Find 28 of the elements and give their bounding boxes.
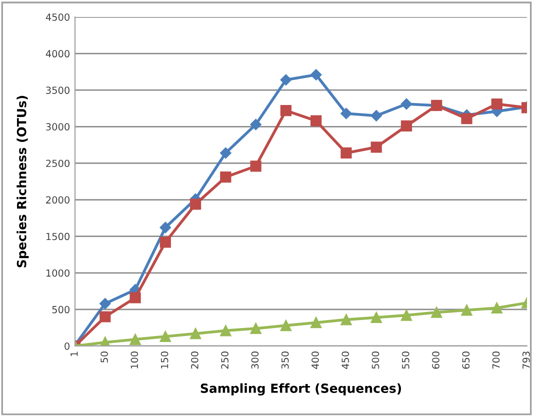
y-tick-label: 4000 xyxy=(46,50,70,58)
x-tick-label: 400 xyxy=(312,352,319,369)
x-tick-label: 1 xyxy=(70,352,78,356)
x-tick-label: 650 xyxy=(462,352,470,369)
y-tick-label: 1000 xyxy=(46,269,70,277)
y-tick-label: 2000 xyxy=(46,196,70,204)
x-tick-label: 250 xyxy=(221,352,228,369)
x-tick-label: 600 xyxy=(432,352,440,369)
x-axis-title: Sampling Effort (Sequences) xyxy=(200,383,401,396)
y-tick-label: 0 xyxy=(64,342,70,350)
x-tick-label: 100 xyxy=(130,352,138,368)
y-axis-title: Species Richness (OTUs) xyxy=(16,96,29,268)
x-tick-label: 50 xyxy=(100,352,108,362)
x-tick-label: 550 xyxy=(402,352,410,369)
y-tick-label: 1500 xyxy=(46,232,70,240)
x-tick-label: 500 xyxy=(372,352,380,369)
y-tick-label: 3500 xyxy=(46,86,70,94)
y-tick-label: 3000 xyxy=(46,123,70,130)
x-tick-label: 793 xyxy=(522,352,530,369)
x-tick-label: 150 xyxy=(160,352,168,368)
y-tick-label: 4500 xyxy=(46,13,70,21)
x-tick-label: 700 xyxy=(492,352,500,369)
x-tick-label: 300 xyxy=(251,352,259,369)
x-tick-label: 450 xyxy=(342,352,350,369)
x-tick-label: 200 xyxy=(191,352,198,369)
y-tick-label: 2500 xyxy=(46,160,70,168)
y-tick-label: 500 xyxy=(52,306,70,314)
x-tick-label: 350 xyxy=(281,352,289,369)
